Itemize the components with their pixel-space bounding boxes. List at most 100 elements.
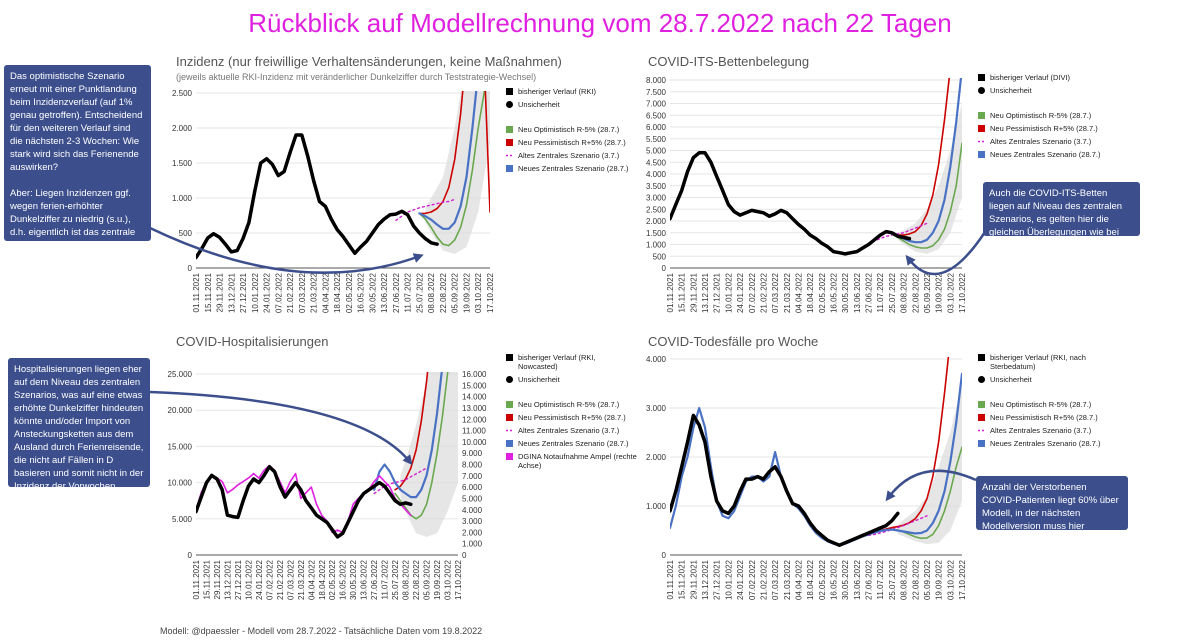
x-tick-label: 05.09.2022 <box>923 559 932 600</box>
x-tick-label: 16.05.2022 <box>830 272 839 313</box>
annotation-hospital: Hospitalisierungen liegen eher auf dem N… <box>8 358 150 505</box>
x-tick-label: 07.03.2022 <box>771 559 780 600</box>
x-tick-label: 08.08.2022 <box>402 559 411 600</box>
legend-item: Neues Zentrales Szenario (28.7.) <box>978 150 1101 159</box>
y-tick-label: 2.500 <box>646 205 667 214</box>
x-tick-label: 21.03.2022 <box>783 272 792 313</box>
y-tick-label: 7.000 <box>646 100 667 109</box>
legend-item: Unsicherheit <box>506 375 561 384</box>
legend-item: Neues Zentrales Szenario (28.7.) <box>506 164 629 173</box>
legend-item: Altes Zentrales Szenario (3.7.) <box>978 426 1092 435</box>
x-tick-label: 17.10.2022 <box>454 559 463 600</box>
legend-item: Neu Optimistisch R-5% (28.7.) <box>978 111 1092 120</box>
x-tick-label: 13.06.2022 <box>853 559 862 600</box>
x-tick-label: 07.03.2022 <box>298 272 307 313</box>
legend-item: Neu Pessimistisch R+5% (28.7.) <box>978 124 1098 133</box>
chart-4: 0 1.000 2.000 3.000 4.000 01.11.2021 15.11.202… <box>646 353 1101 600</box>
chart-3: 0 5.000 10.000 15.000 20.000 25.000 0 1.000 2.00… <box>168 353 637 600</box>
legend-item: Neu Pessimistisch R+5% (28.7.) <box>506 138 626 147</box>
x-tick-label: 07.02.2022 <box>748 559 757 600</box>
legend-label: DGINA Notaufnahme Ampel (rechte <box>518 452 637 461</box>
y-tick-label: 500 <box>653 252 667 261</box>
x-tick-label: 08.08.2022 <box>427 272 436 313</box>
x-tick-label: 30.05.2022 <box>841 559 850 600</box>
x-tick-label: 13.12.2021 <box>227 272 236 313</box>
series-line-central <box>418 91 478 230</box>
annotation-incidence: Das optimistische Szenario erneut mit ei… <box>4 65 151 251</box>
y-tick-label: 2.000 <box>646 453 667 462</box>
legend-label: Neu Optimistisch R-5% (28.7.) <box>990 400 1092 409</box>
x-tick-label: 13.06.2022 <box>853 272 862 313</box>
x-tick-label: 04.04.2022 <box>307 559 316 600</box>
series-line-central <box>373 372 443 499</box>
legend-label: Altes Zentrales Szenario (3.7.) <box>990 426 1092 435</box>
y2-tick-label: 12.000 <box>462 415 487 424</box>
x-tick-label: 25.07.2022 <box>888 559 897 600</box>
x-tick-label: 13.12.2021 <box>223 559 232 600</box>
legend-item: bisheriger Verlauf (RKI, nachSterbedatum… <box>978 353 1086 371</box>
x-tick-label: 07.03.2022 <box>771 272 780 313</box>
x-tick-label: 27.12.2021 <box>713 272 722 313</box>
y2-tick-label: 0 <box>462 551 467 560</box>
series-line-old <box>373 467 428 495</box>
legend-label: Neu Pessimistisch R+5% (28.7.) <box>518 413 626 422</box>
x-tick-label: 19.09.2022 <box>935 559 944 600</box>
y-tick-label: 500 <box>179 229 193 238</box>
x-tick-label: 11.07.2022 <box>876 272 885 312</box>
series-line-opt <box>394 372 449 520</box>
x-tick-label: 24.01.2022 <box>255 559 264 600</box>
x-tick-label: 04.04.2022 <box>321 272 330 313</box>
x-tick-label: 07.02.2022 <box>274 272 283 313</box>
series-line-pess <box>879 357 950 532</box>
x-tick-label: 22.08.2022 <box>911 272 920 313</box>
chart4-title: COVID-Todesfälle pro Woche <box>648 334 819 349</box>
y-tick-label: 3.000 <box>646 194 667 203</box>
x-tick-label: 01.11.2021 <box>192 272 201 312</box>
x-tick-label: 05.09.2022 <box>423 559 432 600</box>
y-tick-label: 0 <box>662 264 667 273</box>
series-line-opt <box>891 142 962 249</box>
chart3-title: COVID-Hospitalisierungen <box>176 334 329 349</box>
x-tick-label: 22.08.2022 <box>911 559 920 600</box>
legend-label: Unsicherheit <box>518 100 561 109</box>
x-tick-label: 03.10.2022 <box>946 272 955 313</box>
legend-label: Unsicherheit <box>518 375 561 384</box>
legend-item: Neues Zentrales Szenario (28.7.) <box>978 439 1101 448</box>
legend-label: Neu Pessimistisch R+5% (28.7.) <box>990 124 1098 133</box>
x-tick-label: 27.06.2022 <box>392 272 401 313</box>
series-line-old <box>867 222 928 246</box>
legend-label: Altes Zentrales Szenario (3.7.) <box>518 426 620 435</box>
annotation-arrow-4 <box>885 469 977 502</box>
legend-label: Neu Pessimistisch R+5% (28.7.) <box>990 413 1098 422</box>
y-tick-label: 6.000 <box>646 123 667 132</box>
x-tick-label: 19.09.2022 <box>433 559 442 600</box>
legend-item: Neu Optimistisch R-5% (28.7.) <box>506 400 620 409</box>
x-tick-label: 21.03.2022 <box>783 559 792 600</box>
legend-item: Neues Zentrales Szenario (28.7.) <box>506 439 629 448</box>
series-line-actual <box>670 413 900 547</box>
uncertainty-band <box>897 103 962 254</box>
legend-item: bisheriger Verlauf (RKI,Nowcasted) <box>506 353 596 371</box>
legend-label: Neues Zentrales Szenario (28.7.) <box>518 164 629 173</box>
y2-tick-label: 9.000 <box>462 449 483 458</box>
legend-label: Nowcasted) <box>518 362 558 371</box>
y2-tick-label: 1.000 <box>462 540 483 549</box>
annotation-arrow-1 <box>149 226 424 274</box>
y2-tick-label: 4.000 <box>462 506 483 515</box>
y-tick-label: 0 <box>662 551 667 560</box>
y2-tick-label: 15.000 <box>462 381 487 390</box>
x-tick-label: 25.07.2022 <box>888 272 897 313</box>
legend-item: Neu Pessimistisch R+5% (28.7.) <box>506 413 626 422</box>
x-tick-label: 29.11.2021 <box>213 559 222 599</box>
legend-item: Unsicherheit <box>506 100 561 109</box>
x-tick-label: 19.09.2022 <box>462 272 471 313</box>
x-tick-label: 21.03.2022 <box>297 559 306 600</box>
legend-label: Altes Zentrales Szenario (3.7.) <box>990 137 1092 146</box>
x-tick-label: 18.04.2022 <box>333 272 342 313</box>
y2-tick-label: 11.000 <box>462 427 486 436</box>
uncertainty-band <box>400 372 458 537</box>
y-tick-label: 1.000 <box>646 502 667 511</box>
x-tick-label: 16.05.2022 <box>830 559 839 600</box>
